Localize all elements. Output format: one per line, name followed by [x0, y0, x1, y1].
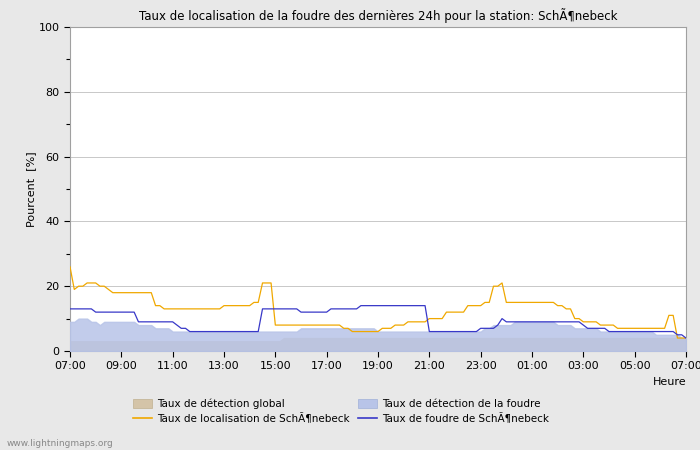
Title: Taux de localisation de la foudre des dernières 24h pour la station: SchÃ¶nebeck: Taux de localisation de la foudre des de…: [139, 8, 617, 23]
Legend: Taux de détection global, Taux de localisation de SchÃ¶nebeck, Taux de détection: Taux de détection global, Taux de locali…: [133, 398, 549, 424]
Text: Heure: Heure: [652, 377, 686, 387]
Text: www.lightningmaps.org: www.lightningmaps.org: [7, 439, 113, 448]
Y-axis label: Pourcent  [%]: Pourcent [%]: [26, 151, 36, 227]
